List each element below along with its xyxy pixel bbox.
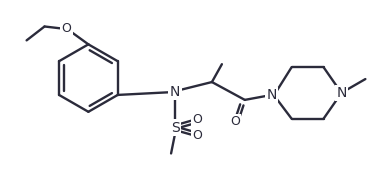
Text: S: S [171, 121, 179, 135]
Text: N: N [170, 85, 180, 99]
Text: O: O [192, 113, 202, 126]
Text: N: N [336, 86, 346, 100]
Text: N: N [266, 88, 277, 102]
Text: O: O [192, 129, 202, 142]
Text: O: O [62, 22, 71, 35]
Text: O: O [230, 115, 240, 128]
